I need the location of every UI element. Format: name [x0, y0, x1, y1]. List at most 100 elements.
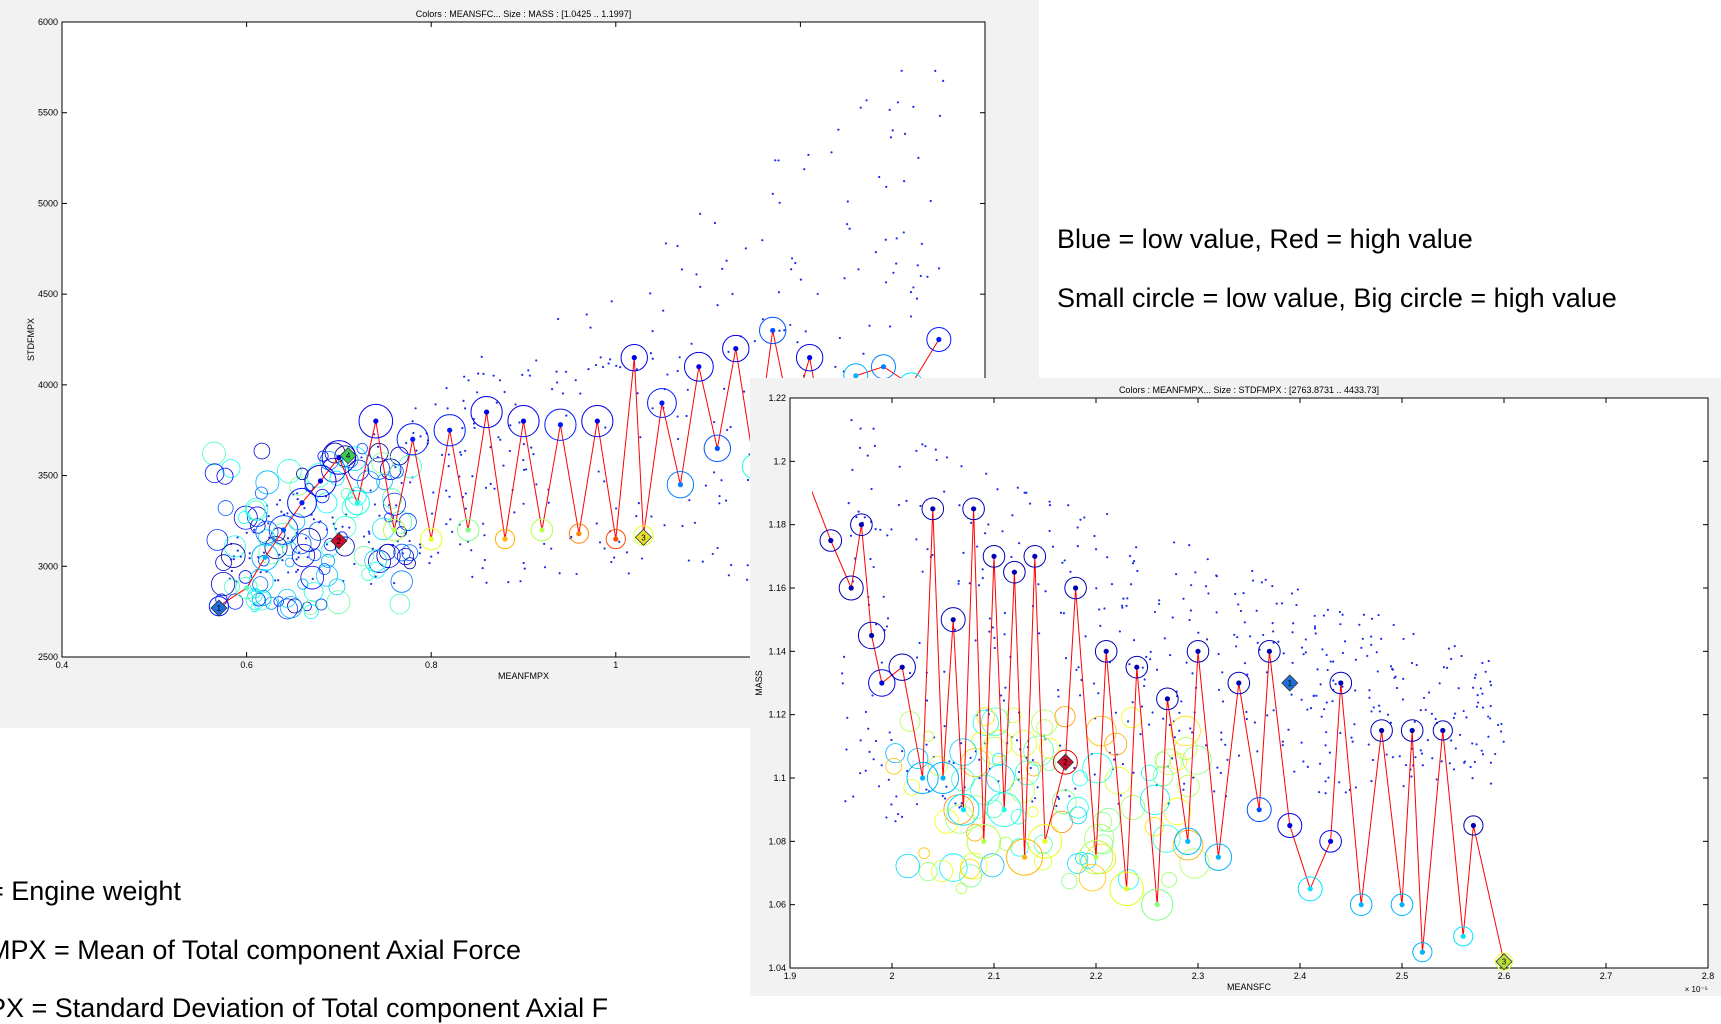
population-ring [369, 442, 389, 463]
population-dot [1325, 701, 1328, 704]
population-ring [986, 764, 1015, 793]
population-dot [408, 539, 411, 543]
population-dot [1190, 584, 1193, 587]
population-ring [918, 847, 930, 860]
pareto-point [880, 364, 887, 370]
population-dot [1239, 609, 1243, 613]
y-tick-label: 1.06 [768, 900, 786, 910]
pareto-point [1185, 838, 1191, 844]
population-dot [688, 499, 691, 502]
population-dot [1306, 765, 1309, 768]
population-dot [277, 579, 280, 582]
pareto-point-ring [759, 316, 787, 345]
population-dot [1391, 667, 1394, 670]
population-dot [723, 387, 726, 390]
population-dot [1419, 749, 1422, 752]
pareto-point [373, 418, 379, 424]
population-dot [957, 582, 960, 585]
population-ring [303, 604, 319, 620]
population-dot [1419, 709, 1422, 712]
population-ring [1082, 752, 1113, 784]
population-dot [1059, 611, 1063, 614]
population-dot [245, 531, 248, 534]
population-dot [894, 820, 897, 823]
population-dot [1291, 631, 1294, 634]
population-dot [1106, 556, 1109, 559]
pareto-point [828, 537, 834, 544]
population-dot [895, 795, 898, 798]
pareto-point-ring [1023, 545, 1047, 568]
population-dot [464, 449, 467, 452]
population-dot [851, 468, 854, 471]
pareto-point [920, 775, 926, 781]
population-dot [1380, 637, 1383, 640]
pareto-point-ring [1186, 640, 1210, 663]
pareto-point [879, 680, 885, 686]
population-dot [1312, 694, 1315, 698]
population-ring [258, 539, 284, 565]
population-dot [1017, 770, 1021, 774]
population-dot [296, 568, 299, 571]
y-tick-label: 5500 [38, 108, 58, 118]
population-dot [935, 458, 938, 462]
population-dot [816, 292, 819, 296]
pareto-point [557, 422, 564, 428]
population-ring [389, 593, 411, 615]
pareto-point [613, 536, 619, 542]
population-ring [885, 757, 903, 775]
population-ring [253, 442, 271, 460]
population-dot [727, 574, 730, 577]
population-dot [1431, 757, 1434, 760]
population-dot [804, 330, 807, 333]
population-dot [906, 769, 909, 773]
population-ring [1033, 834, 1053, 854]
population-ring [379, 458, 402, 480]
population-dot [1489, 704, 1492, 708]
population-dot [543, 542, 546, 545]
population-dot [974, 639, 977, 642]
population-dot [897, 503, 901, 507]
pareto-point [428, 536, 434, 542]
y-tick-label: 1.08 [768, 836, 786, 846]
population-dot [783, 329, 786, 332]
population-dot [519, 580, 522, 583]
population-dot [445, 387, 448, 390]
population-dot [1481, 692, 1484, 695]
pareto-point [1154, 902, 1160, 908]
population-dot [1262, 633, 1265, 637]
population-dot [557, 317, 560, 321]
population-dot [716, 546, 719, 550]
population-dot [1151, 711, 1154, 714]
population-dot [855, 516, 858, 519]
highlight-label-3: 3 [641, 533, 646, 542]
x-tick-label: 2.8 [1702, 971, 1715, 981]
population-dot [699, 212, 702, 215]
population-dot [666, 373, 669, 376]
population-ring [389, 464, 404, 479]
population-ring [1161, 871, 1177, 888]
population-dot [730, 563, 733, 567]
pareto-point-ring [470, 395, 503, 429]
population-ring [939, 853, 968, 882]
population-dot [1036, 786, 1039, 789]
y-tick-label: 1.04 [768, 963, 786, 973]
population-dot [287, 571, 290, 574]
population-dot [492, 374, 495, 377]
population-dot [230, 569, 233, 573]
population-dot [1206, 558, 1209, 561]
population-dot [434, 403, 437, 406]
population-dot [1341, 651, 1345, 655]
population-dot [1358, 623, 1361, 626]
population-dot [729, 425, 732, 429]
population-dot [954, 802, 957, 805]
population-dot [513, 511, 516, 514]
population-ring [297, 578, 309, 590]
x-tick-label: 1 [613, 660, 618, 670]
population-dot [1368, 689, 1371, 692]
population-dot [711, 552, 714, 556]
pareto-point [1338, 680, 1344, 686]
population-ring [361, 567, 375, 581]
population-dot [1331, 700, 1334, 703]
y-tick-label: 1.16 [768, 583, 786, 593]
population-dot [884, 238, 887, 241]
